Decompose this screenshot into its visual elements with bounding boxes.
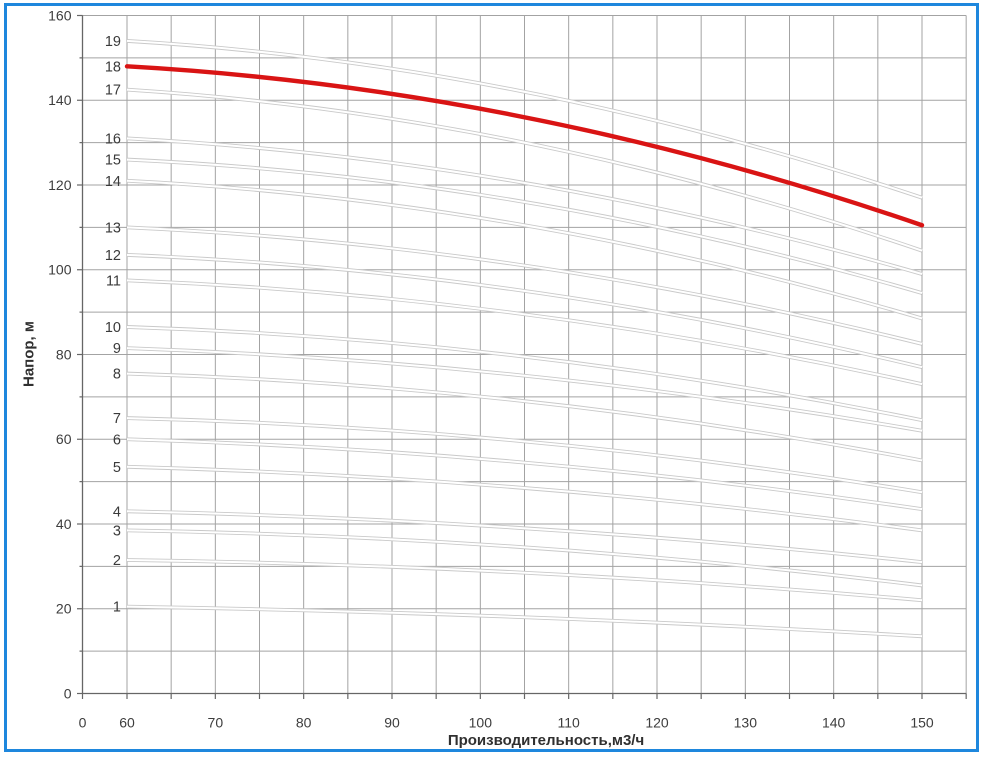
curve-label-3: 3 <box>113 523 121 539</box>
curve-label-12: 12 <box>105 248 121 264</box>
curve-17-core <box>126 88 923 252</box>
y-tick-label-140: 140 <box>48 92 72 108</box>
curve-label-10: 10 <box>105 320 121 336</box>
curve-11-core <box>126 279 923 386</box>
curve-label-6: 6 <box>113 432 121 448</box>
x-tick-label-60: 60 <box>119 715 135 731</box>
x-tick-label-120: 120 <box>645 715 669 731</box>
curve-2-core <box>126 559 923 602</box>
curve-8-core <box>126 372 923 462</box>
curve-19-core <box>126 39 923 199</box>
curve-label-18: 18 <box>105 59 121 75</box>
curve-label-4: 4 <box>113 504 121 520</box>
curve-label-13: 13 <box>105 220 121 236</box>
curve-7-core <box>126 417 923 494</box>
y-tick-label-80: 80 <box>56 346 72 362</box>
y-tick-label-160: 160 <box>48 7 72 23</box>
curve-16-core <box>126 137 923 275</box>
curve-label-14: 14 <box>105 174 121 190</box>
curve-18-highlighted <box>124 64 925 228</box>
y-tick-label-100: 100 <box>48 262 72 278</box>
x-tick-label-100: 100 <box>469 715 493 731</box>
x-tick-label-90: 90 <box>384 715 400 731</box>
chart-frame <box>4 3 979 752</box>
y-tick-label-20: 20 <box>56 601 72 617</box>
x-tick-label-140: 140 <box>822 715 846 731</box>
y-tick-label-40: 40 <box>56 516 72 532</box>
curve-label-9: 9 <box>113 341 121 357</box>
x-tick-label-0: 0 <box>79 715 87 731</box>
curve-6-core <box>126 438 923 511</box>
curve-label-19: 19 <box>105 34 121 50</box>
y-axis-title: Напор, м <box>20 321 38 387</box>
curve-label-5: 5 <box>113 460 121 476</box>
x-tick-label-130: 130 <box>734 715 758 731</box>
curves-layer <box>124 39 925 639</box>
x-axis-title: Производительность,м3/ч <box>447 732 645 749</box>
curve-label-16: 16 <box>105 131 121 147</box>
axes-layer <box>77 14 967 699</box>
curve-10-core <box>126 325 923 422</box>
y-tick-label-60: 60 <box>56 431 72 447</box>
curve-label-17: 17 <box>105 83 121 99</box>
curve-label-7: 7 <box>113 411 121 427</box>
curve-15-core <box>126 158 923 295</box>
curve-label-1: 1 <box>113 600 121 616</box>
x-tick-label-70: 70 <box>208 715 224 731</box>
curve-12-core <box>126 253 923 369</box>
curve-label-11: 11 <box>106 273 121 289</box>
x-tick-label-150: 150 <box>910 715 934 731</box>
x-tick-label-80: 80 <box>296 715 312 731</box>
curve-4-core <box>126 510 923 564</box>
curve-1-core <box>126 605 923 638</box>
y-tick-label-0: 0 <box>64 685 72 701</box>
curve-label-2: 2 <box>113 553 121 569</box>
y-tick-label-120: 120 <box>48 177 72 193</box>
curve-14-core <box>126 179 923 320</box>
curve-label-8: 8 <box>113 367 121 383</box>
grid-layer <box>82 15 967 694</box>
curve-9-core <box>126 347 923 432</box>
x-tick-label-110: 110 <box>558 715 581 731</box>
curve-3-core <box>126 529 923 587</box>
curve-13-core <box>126 226 923 345</box>
curve-5-core <box>126 465 923 532</box>
curve-label-15: 15 <box>105 153 121 169</box>
